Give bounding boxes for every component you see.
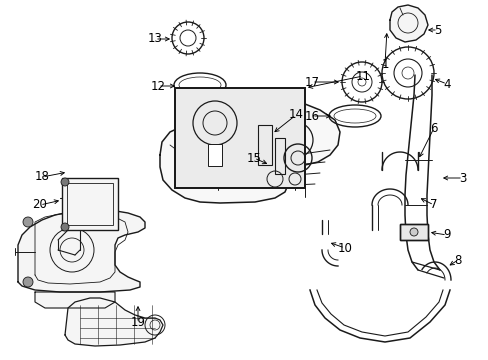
Circle shape bbox=[61, 178, 69, 186]
Text: 20: 20 bbox=[33, 198, 47, 211]
Bar bbox=[62, 178, 118, 230]
Text: 17: 17 bbox=[304, 76, 319, 89]
Polygon shape bbox=[389, 5, 427, 42]
Text: 16: 16 bbox=[304, 109, 319, 122]
Circle shape bbox=[23, 277, 33, 287]
Bar bbox=[274, 138, 285, 174]
Bar bbox=[175, 88, 305, 188]
Polygon shape bbox=[160, 97, 339, 203]
Text: 13: 13 bbox=[147, 32, 162, 45]
Text: 10: 10 bbox=[337, 242, 352, 255]
Text: 7: 7 bbox=[429, 198, 437, 211]
Text: 8: 8 bbox=[453, 253, 461, 266]
Text: 15: 15 bbox=[246, 152, 261, 165]
Text: 1: 1 bbox=[381, 58, 388, 71]
Polygon shape bbox=[65, 298, 163, 346]
Circle shape bbox=[23, 217, 33, 227]
Bar bbox=[67, 183, 113, 225]
Circle shape bbox=[409, 228, 417, 236]
Text: 14: 14 bbox=[288, 108, 303, 122]
Bar bbox=[207, 144, 222, 166]
Bar bbox=[399, 224, 427, 240]
Text: 6: 6 bbox=[429, 122, 437, 135]
Bar bbox=[175, 88, 305, 188]
Text: 11: 11 bbox=[355, 69, 370, 82]
Text: 18: 18 bbox=[35, 171, 49, 184]
Bar bbox=[258, 125, 271, 165]
Text: 19: 19 bbox=[130, 316, 145, 329]
Polygon shape bbox=[18, 210, 145, 292]
Circle shape bbox=[61, 223, 69, 231]
Text: 4: 4 bbox=[442, 77, 450, 90]
Text: 5: 5 bbox=[433, 23, 441, 36]
Bar bbox=[399, 224, 427, 240]
Text: 9: 9 bbox=[442, 229, 450, 242]
Text: 3: 3 bbox=[458, 171, 466, 184]
Text: 12: 12 bbox=[150, 80, 165, 93]
Polygon shape bbox=[35, 292, 115, 308]
